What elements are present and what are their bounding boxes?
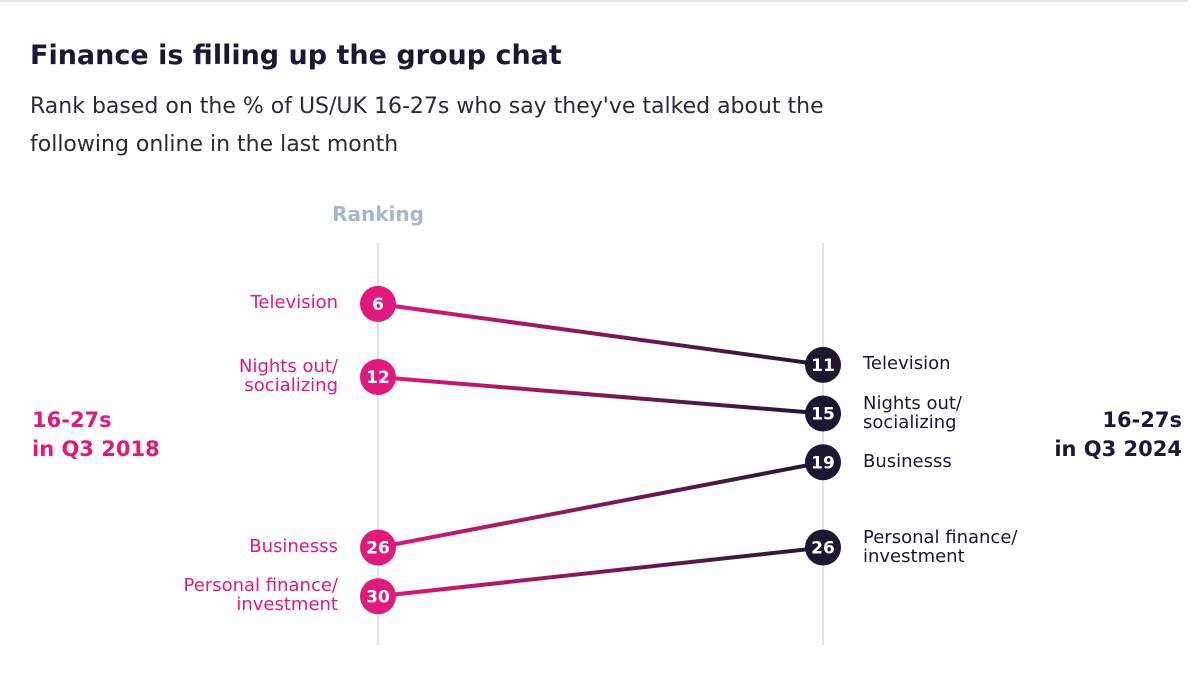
chart-title: Finance is filling up the group chat bbox=[30, 40, 562, 71]
rank-dot bbox=[360, 578, 396, 615]
rank-dot bbox=[805, 395, 841, 432]
series-label: 16-27s in Q3 2018 bbox=[32, 408, 160, 461]
series-label: 16-27s in Q3 2024 bbox=[1054, 408, 1182, 461]
chart-subtitle: Rank based on the % of US/UK 16-27s who … bbox=[30, 94, 824, 157]
category-label: Television bbox=[863, 353, 951, 375]
category-label: Nights out/ socializing bbox=[239, 356, 338, 396]
category-label: Businesss bbox=[863, 450, 952, 472]
value-label: 26 bbox=[366, 539, 390, 559]
slope-line bbox=[376, 545, 825, 599]
value-label: 6 bbox=[372, 295, 384, 315]
rank-dot bbox=[360, 285, 396, 322]
slope-line bbox=[376, 301, 825, 367]
category-label: Businesss bbox=[249, 536, 338, 558]
rank-dot bbox=[805, 444, 841, 481]
slope-line bbox=[376, 375, 825, 416]
value-label: 26 bbox=[811, 539, 835, 559]
rank-dot bbox=[805, 346, 841, 383]
rank-dot bbox=[360, 359, 396, 395]
category-label: Nights out/ socializing bbox=[863, 392, 962, 433]
value-label: 19 bbox=[811, 453, 835, 473]
value-label: 15 bbox=[811, 405, 835, 425]
category-label: Personal finance/ investment bbox=[183, 575, 338, 616]
rank-dot bbox=[360, 529, 396, 566]
value-label: 12 bbox=[366, 368, 390, 388]
value-label: 30 bbox=[366, 587, 390, 607]
axis-title: Ranking bbox=[332, 202, 424, 226]
slope-line bbox=[376, 460, 825, 550]
value-label: 11 bbox=[811, 356, 835, 376]
category-label: Television bbox=[250, 292, 338, 314]
rank-dot bbox=[805, 529, 841, 566]
category-label: Personal finance/ investment bbox=[863, 526, 1018, 567]
